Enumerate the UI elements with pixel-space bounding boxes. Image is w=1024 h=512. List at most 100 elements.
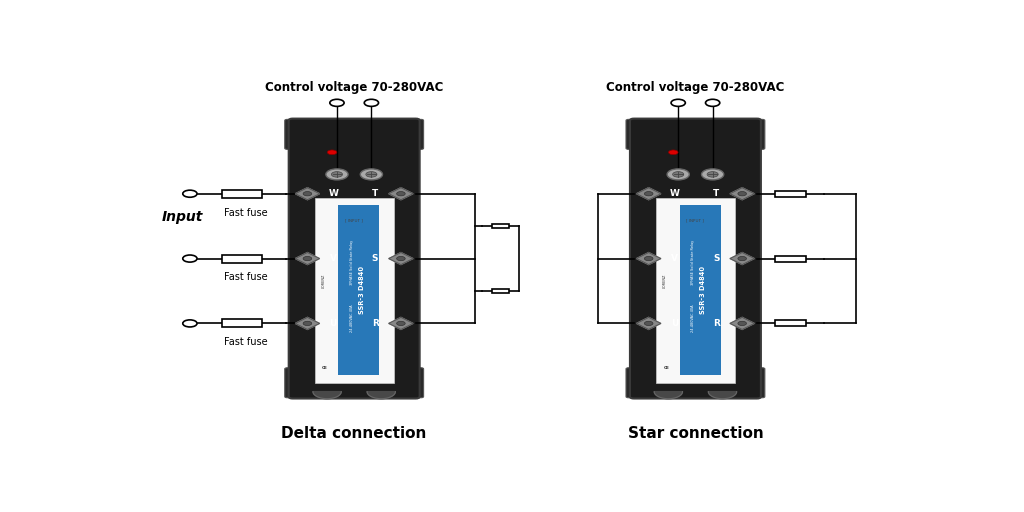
Text: V: V (671, 254, 678, 263)
Circle shape (360, 169, 383, 180)
Circle shape (644, 191, 653, 196)
Circle shape (299, 128, 312, 135)
Text: SSR-3 D4840: SSR-3 D4840 (359, 266, 366, 314)
Bar (775, 190, 806, 197)
Text: T: T (713, 189, 720, 198)
FancyBboxPatch shape (626, 119, 668, 150)
Text: 3PHASE Solid State Relay: 3PHASE Solid State Relay (691, 240, 694, 285)
Bar (492, 224, 509, 228)
Circle shape (644, 257, 653, 261)
Text: V: V (330, 254, 337, 263)
Circle shape (738, 322, 746, 326)
Circle shape (366, 172, 377, 177)
Circle shape (737, 128, 751, 135)
Polygon shape (295, 252, 319, 265)
Bar (222, 190, 262, 198)
Circle shape (330, 99, 344, 106)
Circle shape (738, 191, 746, 196)
Bar (775, 255, 806, 262)
Circle shape (396, 322, 406, 326)
Circle shape (640, 382, 653, 389)
Polygon shape (313, 392, 341, 399)
Text: Input: Input (161, 210, 203, 224)
Bar (222, 319, 262, 327)
Polygon shape (295, 317, 319, 329)
Polygon shape (389, 252, 413, 265)
Circle shape (671, 99, 685, 106)
Polygon shape (730, 252, 755, 265)
Text: LORENZ: LORENZ (322, 274, 326, 288)
Text: [ INPUT ]: [ INPUT ] (345, 218, 364, 222)
Circle shape (326, 169, 348, 180)
Polygon shape (709, 392, 736, 399)
Text: W: W (329, 189, 338, 198)
Text: CE: CE (664, 366, 670, 370)
Text: R: R (713, 319, 720, 328)
Text: [ INPUT ]: [ INPUT ] (686, 218, 705, 222)
Text: 24-480VAC 40A: 24-480VAC 40A (349, 304, 353, 332)
Polygon shape (295, 188, 319, 200)
Polygon shape (730, 188, 755, 200)
FancyBboxPatch shape (630, 119, 761, 398)
Circle shape (673, 172, 684, 177)
FancyBboxPatch shape (289, 119, 420, 398)
FancyBboxPatch shape (382, 368, 424, 398)
Circle shape (706, 99, 720, 106)
Polygon shape (730, 317, 755, 329)
Bar (338, 205, 379, 375)
Circle shape (182, 255, 197, 262)
Circle shape (701, 169, 724, 180)
Bar (775, 321, 806, 327)
Circle shape (328, 150, 337, 155)
Text: T: T (372, 189, 378, 198)
Circle shape (669, 150, 678, 155)
Bar (314, 198, 393, 383)
Circle shape (396, 257, 406, 261)
FancyBboxPatch shape (382, 119, 424, 150)
Text: W: W (670, 189, 680, 198)
Circle shape (738, 257, 746, 261)
Circle shape (303, 191, 311, 196)
Polygon shape (389, 188, 413, 200)
Text: U: U (330, 319, 337, 328)
Circle shape (396, 128, 410, 135)
FancyBboxPatch shape (626, 368, 668, 398)
Circle shape (737, 382, 751, 389)
Text: S: S (713, 254, 720, 263)
Text: LORENZ: LORENZ (663, 274, 667, 288)
Polygon shape (637, 317, 660, 329)
Circle shape (303, 322, 311, 326)
Text: S: S (372, 254, 378, 263)
Bar (656, 198, 735, 383)
Text: SSR-3 D4840: SSR-3 D4840 (700, 266, 707, 314)
FancyBboxPatch shape (723, 368, 765, 398)
Text: CE: CE (323, 366, 328, 370)
Text: Star connection: Star connection (628, 426, 763, 441)
Text: Delta connection: Delta connection (282, 426, 427, 441)
Circle shape (299, 382, 312, 389)
Bar (222, 254, 262, 263)
Text: Control voltage 70-280VAC: Control voltage 70-280VAC (265, 80, 443, 94)
Polygon shape (367, 392, 395, 399)
Circle shape (708, 172, 718, 177)
Circle shape (303, 257, 311, 261)
Text: Fast fuse: Fast fuse (224, 208, 268, 218)
Circle shape (365, 99, 379, 106)
Circle shape (667, 169, 689, 180)
Circle shape (332, 172, 342, 177)
Text: R: R (372, 319, 379, 328)
FancyBboxPatch shape (723, 119, 765, 150)
Bar (680, 205, 721, 375)
Circle shape (640, 128, 653, 135)
Text: 24-480VAC 40A: 24-480VAC 40A (691, 304, 694, 332)
Circle shape (182, 320, 197, 327)
Polygon shape (637, 252, 660, 265)
Text: U: U (671, 319, 678, 328)
Circle shape (644, 322, 653, 326)
FancyBboxPatch shape (285, 119, 327, 150)
Text: 3PHASE Solid State Relay: 3PHASE Solid State Relay (349, 240, 353, 285)
Text: Control voltage 70-280VAC: Control voltage 70-280VAC (606, 80, 784, 94)
Text: Fast fuse: Fast fuse (224, 272, 268, 283)
Circle shape (396, 382, 410, 389)
Circle shape (396, 191, 406, 196)
